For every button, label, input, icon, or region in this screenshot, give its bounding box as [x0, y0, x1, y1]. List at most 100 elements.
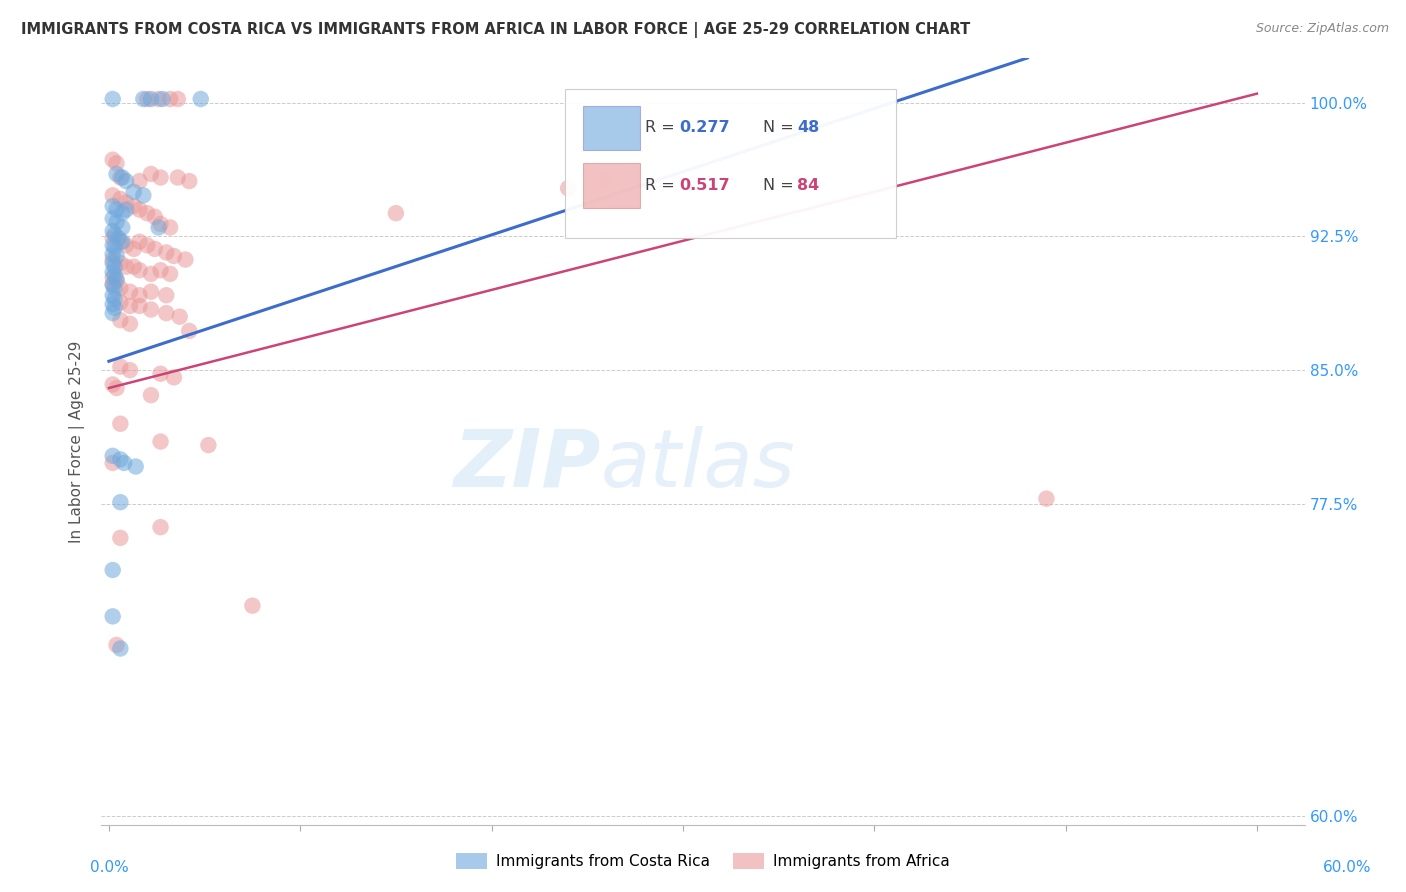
- Point: [105, 274, 128, 288]
- Point: [101, 277, 124, 292]
- Point: [101, 609, 124, 624]
- Point: [179, 174, 201, 188]
- Point: [115, 174, 138, 188]
- Y-axis label: In Labor Force | Age 25-29: In Labor Force | Age 25-29: [69, 341, 86, 542]
- Point: [149, 520, 172, 534]
- Point: [385, 206, 408, 220]
- Point: [595, 174, 617, 188]
- Point: [149, 170, 172, 185]
- Point: [128, 288, 150, 302]
- Point: [101, 270, 124, 285]
- Legend: Immigrants from Costa Rica, Immigrants from Africa: Immigrants from Costa Rica, Immigrants f…: [450, 847, 956, 875]
- Point: [111, 206, 134, 220]
- Point: [128, 299, 150, 313]
- Point: [122, 199, 145, 213]
- Point: [169, 310, 191, 324]
- Point: [101, 297, 124, 311]
- Point: [101, 199, 124, 213]
- Point: [159, 220, 181, 235]
- Text: IMMIGRANTS FROM COSTA RICA VS IMMIGRANTS FROM AFRICA IN LABOR FORCE | AGE 25-29 : IMMIGRANTS FROM COSTA RICA VS IMMIGRANTS…: [21, 22, 970, 38]
- Point: [132, 92, 155, 106]
- Point: [148, 220, 170, 235]
- Point: [152, 92, 174, 106]
- Point: [122, 260, 145, 274]
- Point: [104, 260, 127, 274]
- Point: [110, 235, 132, 249]
- Text: 0.277: 0.277: [679, 120, 730, 136]
- Point: [105, 638, 128, 652]
- Point: [149, 367, 172, 381]
- Point: [143, 242, 166, 256]
- Point: [136, 206, 159, 220]
- Point: [136, 92, 159, 106]
- Point: [111, 220, 134, 235]
- Point: [149, 434, 172, 449]
- Text: 60.0%: 60.0%: [1323, 860, 1371, 874]
- Point: [115, 260, 138, 274]
- Point: [122, 185, 145, 199]
- Point: [104, 281, 127, 295]
- Point: [557, 181, 579, 195]
- Point: [139, 92, 162, 106]
- Point: [155, 288, 177, 302]
- Point: [104, 240, 127, 254]
- Point: [105, 272, 128, 286]
- Point: [105, 249, 128, 263]
- Point: [104, 227, 127, 242]
- Point: [101, 449, 124, 463]
- Point: [139, 285, 162, 299]
- Text: 0.517: 0.517: [679, 178, 730, 193]
- FancyBboxPatch shape: [565, 88, 896, 238]
- Point: [1035, 491, 1057, 506]
- Point: [139, 267, 162, 281]
- Point: [105, 215, 128, 229]
- Point: [128, 263, 150, 277]
- Point: [148, 92, 170, 106]
- Point: [128, 235, 150, 249]
- Point: [197, 438, 219, 452]
- Point: [115, 202, 138, 217]
- Point: [149, 217, 172, 231]
- Point: [242, 599, 264, 613]
- Point: [101, 211, 124, 226]
- Point: [139, 167, 162, 181]
- Point: [128, 174, 150, 188]
- Text: ZIP: ZIP: [453, 425, 600, 504]
- Point: [101, 277, 124, 292]
- Point: [105, 167, 128, 181]
- Point: [159, 267, 181, 281]
- FancyBboxPatch shape: [582, 105, 640, 150]
- Point: [101, 265, 124, 279]
- Point: [118, 299, 141, 313]
- Point: [166, 92, 188, 106]
- Point: [139, 388, 162, 402]
- Text: Source: ZipAtlas.com: Source: ZipAtlas.com: [1256, 22, 1389, 36]
- Point: [101, 92, 124, 106]
- Point: [101, 238, 124, 252]
- Point: [101, 377, 124, 392]
- Point: [128, 202, 150, 217]
- Point: [155, 245, 177, 260]
- Point: [139, 302, 162, 317]
- Point: [105, 156, 128, 170]
- FancyBboxPatch shape: [582, 163, 640, 208]
- Point: [118, 363, 141, 377]
- Point: [132, 188, 155, 202]
- Text: N =: N =: [763, 178, 799, 193]
- Point: [101, 306, 124, 320]
- Point: [104, 268, 127, 283]
- Point: [101, 288, 124, 302]
- Point: [101, 224, 124, 238]
- Point: [179, 324, 201, 338]
- Point: [104, 292, 127, 306]
- Point: [166, 170, 188, 185]
- Point: [155, 306, 177, 320]
- Text: N =: N =: [763, 120, 799, 136]
- Point: [101, 188, 124, 202]
- Point: [104, 301, 127, 315]
- Point: [110, 641, 132, 656]
- Point: [101, 256, 124, 270]
- Point: [163, 249, 186, 263]
- Text: 84: 84: [797, 178, 820, 193]
- Point: [101, 252, 124, 267]
